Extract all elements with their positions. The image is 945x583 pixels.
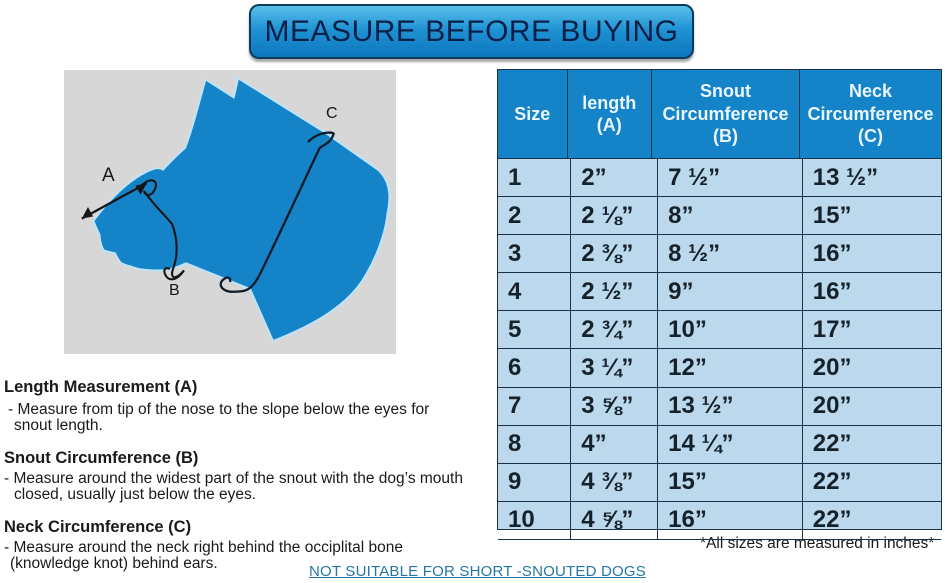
svg-text:A: A [102, 165, 115, 186]
svg-text:B: B [169, 282, 180, 299]
svg-text:C: C [326, 105, 338, 122]
